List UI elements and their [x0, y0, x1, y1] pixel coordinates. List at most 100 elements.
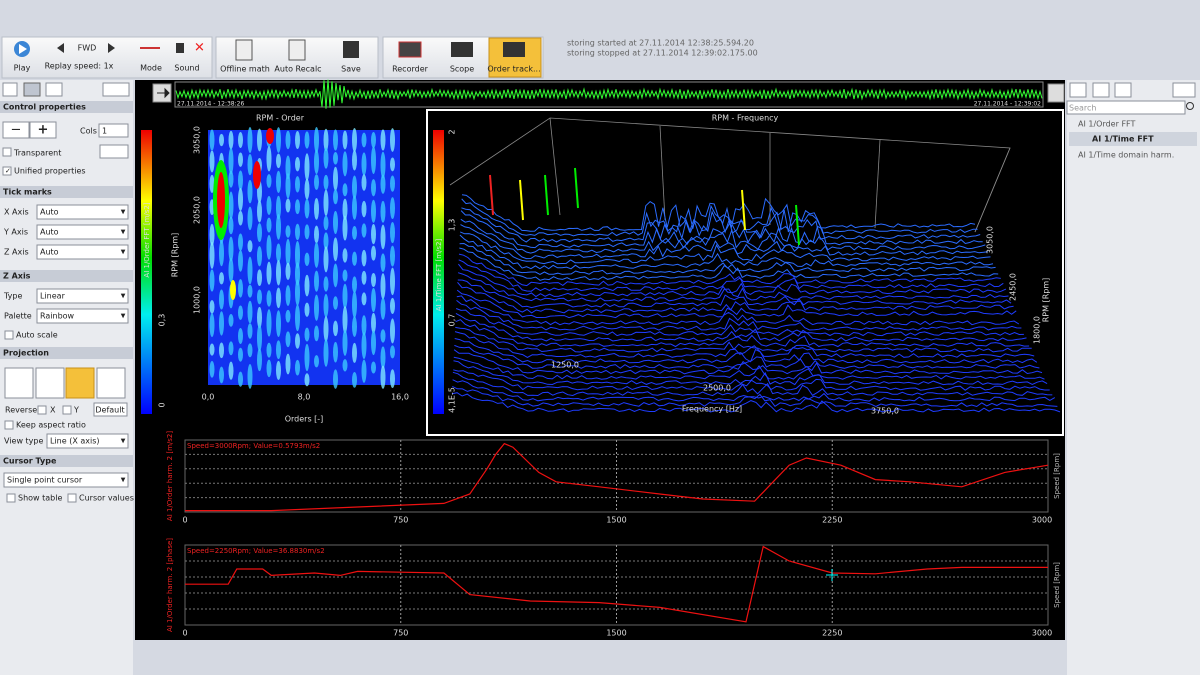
- dropdown[interactable]: [36, 204, 129, 220]
- button-label[interactable]: Auto Recalc: [274, 65, 321, 74]
- section-header[interactable]: [0, 186, 133, 198]
- button[interactable]: [93, 402, 128, 417]
- list-item[interactable]: AI 1/Time FFT: [1092, 135, 1154, 144]
- projection-button[interactable]: [96, 367, 126, 399]
- tab-icon[interactable]: [45, 82, 63, 97]
- button-label[interactable]: Sound: [174, 64, 199, 73]
- hot-spot: [228, 341, 234, 356]
- hot-spot: [323, 215, 329, 231]
- tab-icon[interactable]: [2, 82, 18, 97]
- dropdown[interactable]: [36, 308, 129, 324]
- waterfall-trace: [460, 231, 991, 265]
- dropdown[interactable]: [36, 224, 129, 240]
- search-icon[interactable]: [1186, 102, 1194, 110]
- checkbox[interactable]: [6, 493, 16, 503]
- dropdown-value: Line (X axis): [50, 437, 100, 446]
- panel-bg: [1067, 80, 1200, 675]
- hot-spot: [285, 238, 291, 267]
- left-panel: Control properties − + Cols 1 Transparent…: [0, 80, 134, 675]
- projection-button[interactable]: [65, 367, 95, 399]
- button-label[interactable]: Save: [341, 65, 361, 74]
- hot-spot: [304, 153, 310, 181]
- timeline-waveform: [175, 79, 1043, 109]
- y-axis-title: AI 1/Order harm. 2 [phase]: [166, 538, 174, 632]
- hot-spot: [342, 183, 348, 197]
- hot-spot: [342, 329, 348, 356]
- button-label[interactable]: Replay speed: 1x: [45, 62, 114, 71]
- hot-spot: [390, 369, 395, 388]
- tool-icon[interactable]: [1069, 82, 1087, 98]
- panel-button[interactable]: [1047, 83, 1065, 103]
- checkbox[interactable]: [37, 405, 47, 415]
- button[interactable]: [29, 121, 57, 139]
- checkbox[interactable]: [62, 405, 72, 415]
- checkbox[interactable]: [4, 420, 14, 430]
- hot-spot: [390, 175, 395, 192]
- projection-button[interactable]: [4, 367, 34, 399]
- hot-spot: [390, 128, 395, 152]
- section-header[interactable]: [0, 455, 133, 467]
- tool-icon[interactable]: [1172, 82, 1196, 98]
- dropdown[interactable]: [36, 288, 129, 304]
- dropdown[interactable]: [3, 472, 129, 488]
- hot-spot: [380, 174, 386, 194]
- checkbox[interactable]: [4, 330, 14, 340]
- dropdown[interactable]: [98, 123, 129, 138]
- button-label[interactable]: Play: [14, 64, 31, 73]
- dropdown[interactable]: [36, 244, 129, 260]
- cursor-readout: Speed=2250Rpm; Value=36.8830m/s2: [187, 547, 325, 555]
- hot-spot: [219, 133, 224, 147]
- section-header[interactable]: [0, 347, 133, 359]
- hot-spot: [219, 289, 224, 310]
- color-button[interactable]: [99, 144, 129, 159]
- projection-button[interactable]: [35, 367, 65, 399]
- checkbox-label: Y: [73, 406, 79, 415]
- button-label[interactable]: Recorder: [392, 65, 429, 74]
- dropdown[interactable]: [46, 433, 129, 449]
- button-label[interactable]: Scope: [450, 65, 474, 74]
- rpm-tick-label: 1800,0: [1033, 316, 1042, 344]
- check: ✓: [5, 167, 11, 175]
- hot-spot: [390, 345, 395, 359]
- button-label[interactable]: Order track...: [487, 65, 540, 74]
- hot-spot: [390, 318, 395, 344]
- hot-spot: [380, 151, 386, 179]
- wire: [659, 125, 666, 221]
- tool-icon[interactable]: [1114, 82, 1132, 98]
- tab-icon[interactable]: [23, 82, 41, 97]
- hot-spot: [238, 305, 243, 320]
- tab-icon[interactable]: [102, 82, 130, 97]
- button-label[interactable]: Offline math: [220, 65, 270, 74]
- hot-spot: [295, 199, 300, 215]
- active-button[interactable]: [488, 37, 542, 78]
- section-header[interactable]: [0, 270, 133, 282]
- hot-spot: [238, 279, 243, 298]
- hot-spot: [304, 327, 310, 342]
- hot-spot: [390, 197, 395, 220]
- hot-spot: [228, 170, 234, 188]
- hot-spot: [352, 251, 357, 266]
- waterfall-trace: [454, 331, 1035, 358]
- button-label[interactable]: Mode: [140, 64, 162, 73]
- search-box[interactable]: [1066, 100, 1186, 115]
- hot-spot: [285, 262, 291, 280]
- checkbox[interactable]: [2, 166, 12, 176]
- x-tick-label: 2500,0: [703, 384, 731, 393]
- section-header[interactable]: [0, 101, 133, 113]
- hot-spot: [253, 161, 261, 189]
- hot-spot: [247, 127, 253, 153]
- tool-icon[interactable]: [1092, 82, 1110, 98]
- hot-spot: [314, 325, 319, 342]
- list-item[interactable]: AI 1/Time domain harm.: [1078, 151, 1174, 160]
- list-item[interactable]: AI 1/Order FFT: [1078, 120, 1136, 129]
- button[interactable]: [2, 121, 30, 139]
- waterfall-trace: [456, 289, 1017, 319]
- hot-spot: [333, 263, 338, 288]
- checkbox[interactable]: [67, 493, 77, 503]
- waterfall-trace: [460, 210, 983, 249]
- hot-spot: [342, 248, 348, 263]
- checkbox[interactable]: [2, 147, 12, 157]
- button-label[interactable]: FWD: [78, 44, 97, 53]
- hot-spot: [380, 200, 386, 223]
